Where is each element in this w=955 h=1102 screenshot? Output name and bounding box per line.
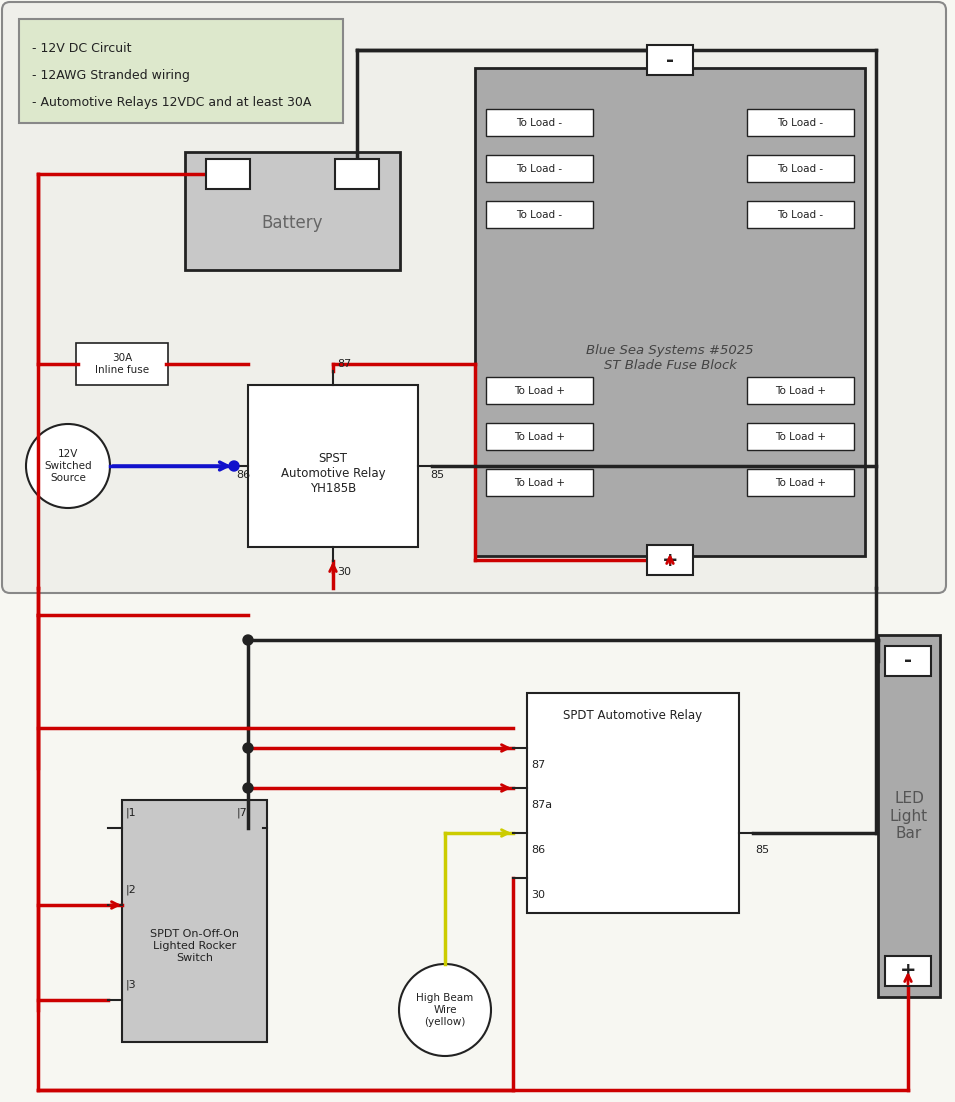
Text: +: + — [900, 962, 916, 981]
Text: - 12V DC Circuit: - 12V DC Circuit — [32, 42, 132, 55]
FancyBboxPatch shape — [475, 68, 865, 557]
Text: To Load -: To Load - — [777, 209, 823, 219]
FancyBboxPatch shape — [486, 423, 593, 450]
FancyBboxPatch shape — [747, 155, 854, 182]
FancyBboxPatch shape — [486, 109, 593, 136]
Text: |3: |3 — [126, 980, 137, 990]
Text: 85: 85 — [430, 469, 444, 480]
FancyBboxPatch shape — [885, 957, 931, 986]
Text: +: + — [662, 551, 678, 570]
FancyBboxPatch shape — [122, 800, 267, 1042]
FancyBboxPatch shape — [527, 693, 739, 912]
Text: To Load -: To Load - — [517, 163, 562, 173]
Text: -: - — [666, 51, 674, 69]
Text: To Load +: To Load + — [514, 386, 565, 396]
Text: 30A
Inline fuse: 30A Inline fuse — [95, 354, 149, 375]
FancyBboxPatch shape — [206, 159, 250, 190]
FancyBboxPatch shape — [335, 159, 379, 190]
FancyBboxPatch shape — [878, 635, 940, 997]
Text: 87a: 87a — [531, 800, 552, 810]
FancyBboxPatch shape — [747, 201, 854, 228]
Circle shape — [26, 424, 110, 508]
FancyBboxPatch shape — [76, 343, 168, 385]
Text: To Load -: To Load - — [777, 163, 823, 173]
Text: To Load +: To Load + — [775, 477, 826, 487]
FancyBboxPatch shape — [747, 377, 854, 404]
Circle shape — [243, 635, 253, 645]
Text: 12V
Switched
Source: 12V Switched Source — [44, 450, 92, 483]
Text: LED
Light
Bar: LED Light Bar — [890, 791, 928, 841]
FancyBboxPatch shape — [885, 646, 931, 676]
FancyBboxPatch shape — [486, 377, 593, 404]
Text: SPDT Automotive Relay: SPDT Automotive Relay — [563, 709, 703, 722]
Text: 87: 87 — [531, 760, 545, 770]
Text: 87: 87 — [337, 359, 351, 369]
Text: Battery: Battery — [262, 214, 323, 233]
Text: 86: 86 — [236, 469, 250, 480]
Text: Blue Sea Systems #5025
ST Blade Fuse Block: Blue Sea Systems #5025 ST Blade Fuse Blo… — [586, 344, 753, 372]
Text: 86: 86 — [531, 845, 545, 855]
FancyBboxPatch shape — [2, 2, 946, 593]
FancyBboxPatch shape — [486, 469, 593, 496]
Circle shape — [243, 743, 253, 753]
Text: - Automotive Relays 12VDC and at least 30A: - Automotive Relays 12VDC and at least 3… — [32, 96, 311, 109]
FancyBboxPatch shape — [647, 545, 693, 575]
Text: -: - — [904, 651, 912, 670]
Text: |1: |1 — [126, 808, 137, 818]
Text: - 12AWG Stranded wiring: - 12AWG Stranded wiring — [32, 69, 190, 82]
FancyBboxPatch shape — [19, 19, 343, 123]
Text: To Load +: To Load + — [514, 477, 565, 487]
Circle shape — [399, 964, 491, 1056]
FancyBboxPatch shape — [747, 423, 854, 450]
FancyBboxPatch shape — [647, 45, 693, 75]
Text: SPDT On-Off-On
Lighted Rocker
Switch: SPDT On-Off-On Lighted Rocker Switch — [150, 929, 239, 963]
Text: To Load -: To Load - — [517, 118, 562, 128]
Text: To Load +: To Load + — [775, 386, 826, 396]
FancyBboxPatch shape — [185, 152, 400, 270]
FancyBboxPatch shape — [486, 155, 593, 182]
Text: 85: 85 — [755, 845, 769, 855]
Circle shape — [229, 461, 239, 471]
Text: |7: |7 — [237, 808, 247, 818]
Text: High Beam
Wire
(yellow): High Beam Wire (yellow) — [416, 993, 474, 1027]
Text: 30: 30 — [337, 568, 351, 577]
Text: -: - — [353, 164, 361, 184]
Text: To Load +: To Load + — [775, 432, 826, 442]
Text: +: + — [220, 164, 236, 184]
Text: To Load -: To Load - — [517, 209, 562, 219]
FancyBboxPatch shape — [486, 201, 593, 228]
Circle shape — [243, 784, 253, 793]
FancyBboxPatch shape — [248, 385, 418, 547]
Text: SPST
Automotive Relay
YH185B: SPST Automotive Relay YH185B — [281, 453, 385, 496]
Text: |2: |2 — [126, 885, 137, 895]
FancyBboxPatch shape — [747, 109, 854, 136]
Text: To Load +: To Load + — [514, 432, 565, 442]
Text: 30: 30 — [531, 890, 545, 900]
Text: To Load -: To Load - — [777, 118, 823, 128]
FancyBboxPatch shape — [747, 469, 854, 496]
